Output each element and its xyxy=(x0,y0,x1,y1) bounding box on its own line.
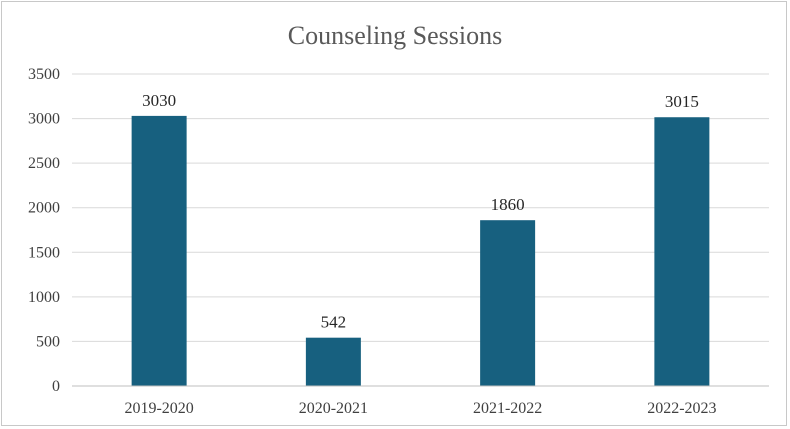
x-axis-ticks: 2019-2020 2020-2021 2021-2022 2022-2023 xyxy=(124,400,716,417)
y-tick-label: 3000 xyxy=(28,111,60,128)
y-tick-label: 1000 xyxy=(28,289,60,306)
x-tick-label: 2022-2023 xyxy=(647,400,716,417)
data-label: 3015 xyxy=(665,92,699,111)
data-label: 542 xyxy=(321,313,347,332)
y-tick-label: 500 xyxy=(36,333,60,350)
data-label: 3030 xyxy=(142,91,176,110)
y-tick-label: 3500 xyxy=(28,66,60,83)
x-tick-label: 2019-2020 xyxy=(124,400,193,417)
data-labels: 3030 542 1860 3015 xyxy=(142,91,699,332)
bar-2019-2020 xyxy=(131,115,187,386)
y-tick-label: 1500 xyxy=(28,244,60,261)
gridlines xyxy=(72,73,769,342)
x-tick-label: 2021-2022 xyxy=(473,400,542,417)
bar-2021-2022 xyxy=(480,220,536,386)
y-tick-label: 0 xyxy=(52,378,60,395)
bars xyxy=(131,115,710,386)
bar-2020-2021 xyxy=(305,337,361,386)
y-tick-label: 2000 xyxy=(28,200,60,217)
y-tick-label: 2500 xyxy=(28,155,60,172)
y-axis-ticks: 0 500 1000 1500 2000 2500 3000 3500 xyxy=(28,66,60,395)
data-label: 1860 xyxy=(491,195,525,214)
chart-title: Counseling Sessions xyxy=(288,21,503,50)
bar-2022-2023 xyxy=(654,117,710,386)
x-tick-label: 2020-2021 xyxy=(299,400,368,417)
